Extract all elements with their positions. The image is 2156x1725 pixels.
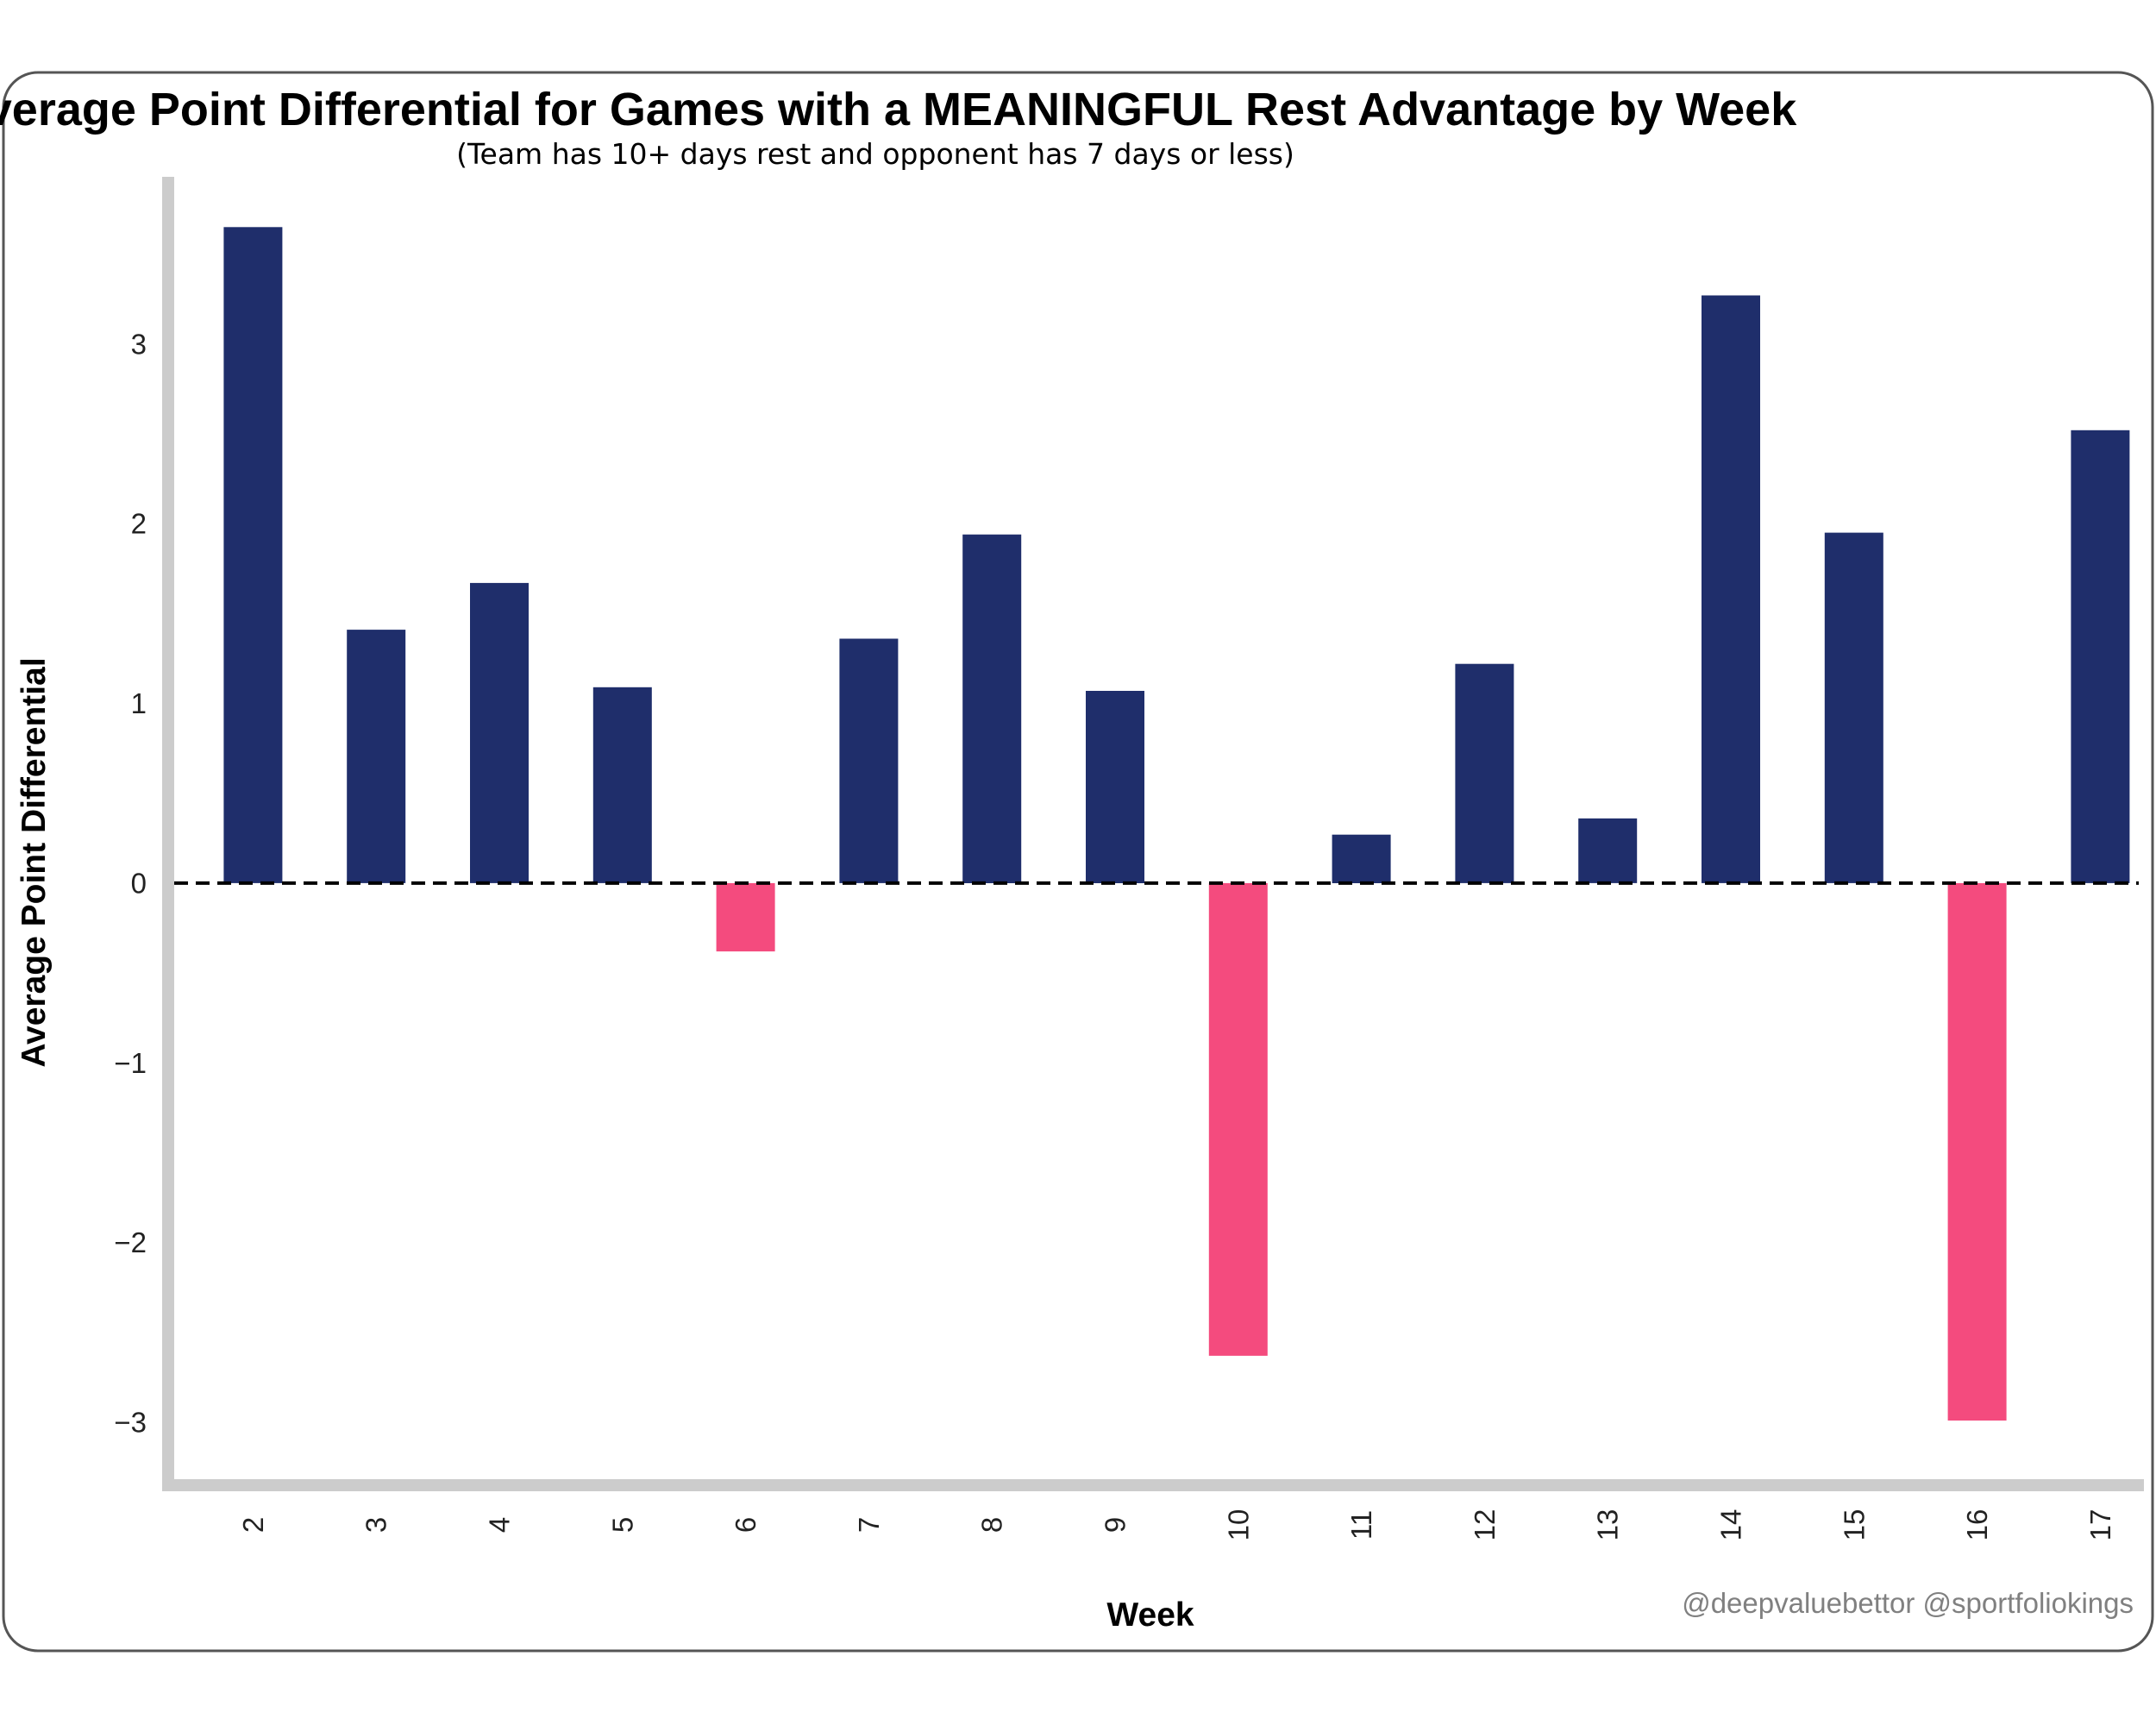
y-tick-label: 0 xyxy=(131,867,147,899)
bar-week-2 xyxy=(223,227,283,883)
y-tick-label: 2 xyxy=(131,508,147,540)
x-tick-label: 14 xyxy=(1715,1509,1747,1541)
x-tick-label: 6 xyxy=(730,1517,761,1533)
watermark: @deepvaluebettor @sportfoliokings xyxy=(1682,1587,2134,1619)
x-tick-label: 10 xyxy=(1222,1509,1254,1541)
x-tick-label: 9 xyxy=(1100,1517,1131,1533)
y-tick-label: −2 xyxy=(114,1226,147,1258)
y-tick-label: 1 xyxy=(131,687,147,719)
bar-week-10 xyxy=(1208,882,1268,1356)
x-tick-label: 3 xyxy=(360,1517,392,1533)
x-tick-labels: 2 3 4 5 6 7 8 9 10 11 12 13 14 15 16 17 xyxy=(237,1509,2116,1541)
bar-week-15 xyxy=(1824,532,1883,883)
x-tick-label: 5 xyxy=(606,1517,638,1533)
y-tick-label: 3 xyxy=(131,328,147,360)
bar-week-5 xyxy=(592,687,652,883)
x-tick-label: 12 xyxy=(1469,1509,1501,1541)
x-tick-label: 4 xyxy=(484,1517,516,1533)
bar-week-12 xyxy=(1455,663,1514,883)
x-tick-label: 13 xyxy=(1592,1509,1624,1541)
x-tick-label: 2 xyxy=(237,1517,269,1533)
bar-week-14 xyxy=(1702,295,1760,883)
bar-week-8 xyxy=(962,534,1022,883)
x-tick-label: 8 xyxy=(976,1517,1008,1533)
chart-subtitle: (Team has 10+ days rest and opponent has… xyxy=(456,137,1294,171)
bar-week-13 xyxy=(1578,818,1638,883)
bar-week-7 xyxy=(839,638,899,883)
bar-week-9 xyxy=(1086,691,1144,883)
y-axis-title: Average Point Differential xyxy=(16,657,53,1067)
bar-week-6 xyxy=(716,882,775,952)
bar-week-17 xyxy=(2071,430,2130,883)
x-tick-label: 16 xyxy=(1961,1509,1993,1541)
x-tick-label: 11 xyxy=(1345,1510,1377,1540)
x-tick-label: 15 xyxy=(1838,1509,1870,1541)
bar-week-11 xyxy=(1332,834,1391,883)
y-tick-label: −3 xyxy=(114,1407,147,1439)
y-tick-label: −1 xyxy=(114,1047,147,1079)
chart-frame xyxy=(2,71,2154,1653)
x-axis-title: Week xyxy=(1106,1596,1194,1634)
chart-title: Average Point Differential for Games wit… xyxy=(0,84,1797,135)
bar-week-16 xyxy=(1947,882,2007,1421)
x-tick-label: 7 xyxy=(853,1517,885,1533)
y-tick-labels: −3 −2 −1 0 1 2 3 xyxy=(114,328,147,1438)
x-tick-label: 17 xyxy=(2084,1509,2116,1541)
bar-week-4 xyxy=(470,582,529,883)
bar-group xyxy=(223,227,2130,1421)
bar-week-3 xyxy=(347,630,406,883)
